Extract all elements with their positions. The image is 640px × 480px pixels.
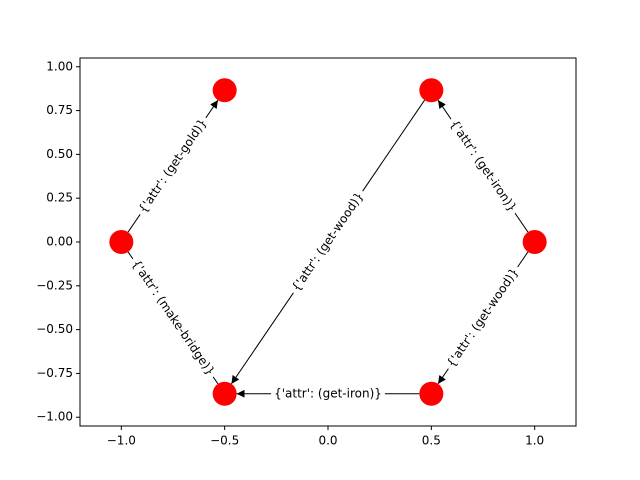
y-tick-label: 1.00 (46, 59, 73, 73)
y-tick-label: −0.75 (36, 366, 73, 380)
y-tick-label: −1.00 (36, 410, 73, 424)
x-tick-label: 0.0 (318, 434, 337, 448)
edge-label: {'attr': (get-wood)} (444, 265, 521, 370)
edge-label-group: {'attr': (get-iron)} (444, 114, 523, 218)
node (522, 230, 547, 254)
edge-label: {'attr': (make-bridge)} (129, 257, 217, 378)
edge-label-bg (444, 114, 523, 218)
edge-label-bg (133, 113, 213, 219)
edge-label-bg (126, 254, 221, 382)
node (419, 381, 444, 406)
edge-label: {'attr': (get-iron)} (274, 386, 382, 400)
edge-label-bg (286, 186, 369, 298)
edge-label-group: {'attr': (get-iron)} (271, 385, 385, 402)
y-tick-label: 0.25 (46, 191, 73, 205)
edge-label: {'attr': (get-gold)} (136, 116, 210, 215)
edge-label-bg (441, 262, 524, 373)
y-tick-label: 0.75 (46, 103, 73, 117)
y-tick-label: 0.00 (46, 235, 73, 249)
edge-label-group: {'attr': (get-gold)} (133, 113, 213, 219)
x-tick-label: 0.5 (422, 434, 441, 448)
edge-label: {'attr': (get-iron)} (447, 117, 519, 214)
x-tick-label: −0.5 (210, 434, 239, 448)
y-tick-label: 0.50 (46, 147, 73, 161)
node (109, 230, 134, 254)
y-tick-label: −0.50 (36, 322, 73, 336)
y-tick-label: −0.25 (36, 278, 73, 292)
node (212, 78, 237, 103)
node (212, 381, 237, 406)
edge-label-group: {'attr': (get-wood)} (286, 186, 369, 298)
x-tick-label: −1.0 (107, 434, 136, 448)
node (419, 78, 444, 103)
edge-label: {'attr': (get-wood)} (289, 189, 366, 294)
edge-label-bg (271, 385, 385, 402)
edge-label-group: {'attr': (get-wood)} (441, 262, 524, 373)
x-tick-label: 1.0 (525, 434, 544, 448)
edge-label-group: {'attr': (make-bridge)} (126, 254, 221, 382)
